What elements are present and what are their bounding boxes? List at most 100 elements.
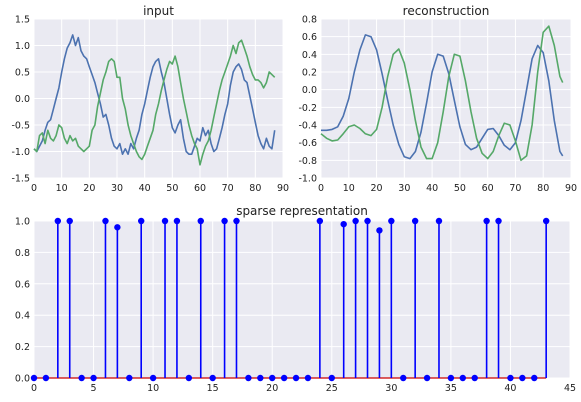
stem-marker [447, 374, 455, 382]
stem-marker [149, 374, 157, 382]
x-tick-label: 60 [194, 183, 206, 194]
stem-marker [364, 217, 371, 225]
stem-marker [495, 217, 502, 225]
tick-labels-sparse: 0 5 10 15 20 25 30 35 40 45 0.0 0.2 0.4 0.6 0.8 1.0 [15, 217, 576, 395]
x-tick-label: 90 [277, 183, 289, 194]
y-tick-label: -0.6 [298, 138, 317, 149]
series-line-2 [320, 25, 564, 162]
y-tick-label: 1.0 [15, 41, 30, 52]
y-tick-label: 0.6 [15, 279, 30, 290]
chart-title-sparse: sparse representation [236, 204, 368, 218]
x-tick-label: 5 [91, 383, 97, 394]
stem-marker [340, 220, 347, 228]
stem-marker [435, 217, 443, 225]
y-tick-label: 0.0 [302, 85, 317, 96]
x-tick-label: 50 [166, 183, 178, 194]
stem-marker [376, 227, 383, 234]
stem-marker [257, 374, 264, 382]
y-tick-label: 1.5 [15, 15, 30, 26]
x-tick-label: 60 [482, 183, 494, 194]
stem-marker [483, 217, 490, 225]
stem-marker [328, 374, 335, 382]
y-tick-label: 0.8 [15, 248, 30, 259]
stem-marker [304, 374, 312, 382]
stem-marker [78, 374, 85, 382]
y-tick-label: -0.4 [298, 121, 317, 132]
stem-marker [30, 374, 38, 382]
y-tick-label: -1.5 [11, 174, 30, 185]
x-tick-label: 10 [343, 183, 355, 194]
stem-marker [138, 217, 145, 225]
stem-marker [400, 374, 407, 382]
x-tick-label: 45 [564, 383, 576, 394]
stem-marker [245, 374, 252, 382]
x-tick-label: 0 [31, 183, 37, 194]
y-tick-label: 0.2 [15, 342, 30, 353]
stem-marker [173, 217, 181, 225]
y-tick-label: -0.8 [298, 156, 317, 167]
x-tick-label: 80 [249, 183, 261, 194]
x-tick-label: 35 [445, 383, 457, 394]
y-tick-label: -1.0 [11, 147, 30, 158]
x-tick-label: 30 [385, 383, 397, 394]
stem-marker [292, 374, 300, 382]
stem-marker [197, 217, 204, 225]
x-tick-label: 15 [207, 383, 219, 394]
plot-area-sparse [34, 221, 570, 378]
y-tick-label: 0.0 [15, 374, 30, 385]
stem-marker [126, 374, 133, 382]
x-tick-label: 10 [147, 383, 159, 394]
stem-marker [54, 217, 62, 225]
chart-input: 0 10 20 30 40 50 60 70 80 90 -1.5 -1.0 -0.5 0.0 0.5 1.0… [11, 4, 289, 194]
stem-marker [185, 374, 193, 382]
stem-marker [221, 217, 228, 225]
chart-sparse-representation: 0 5 10 15 20 25 30 35 40 45 0.0 0.2 0.4 0.6 0.8 1.0 spa… [15, 204, 576, 394]
y-tick-label: 0.4 [302, 50, 317, 61]
y-tick-label: 0.4 [15, 311, 30, 322]
stem-marker [423, 374, 431, 382]
x-tick-label: 40 [139, 183, 151, 194]
stem-marker [388, 217, 395, 225]
stem-marker [269, 374, 276, 382]
x-tick-label: 50 [454, 183, 466, 194]
x-tick-label: 70 [509, 183, 521, 194]
stem-marker [161, 217, 169, 225]
stem-marker [507, 374, 514, 382]
x-tick-label: 30 [398, 183, 410, 194]
series-line-1 [33, 34, 276, 155]
stem-marker [102, 217, 109, 225]
stem-marker [471, 374, 478, 382]
x-tick-label: 0 [318, 183, 324, 194]
y-tick-label: -0.5 [11, 121, 30, 132]
series-lines-reconstruction [320, 25, 564, 162]
y-tick-label: 1.0 [15, 217, 30, 228]
chart-title-reconstruction: reconstruction [403, 4, 490, 18]
stem-marker [531, 374, 538, 382]
chart-title-input: input [143, 4, 174, 18]
stem-marker [209, 374, 216, 382]
stem-marker [66, 217, 73, 225]
stem-marker [316, 217, 324, 225]
x-tick-label: 40 [426, 183, 438, 194]
stems-sparse [30, 217, 550, 382]
stem-marker [459, 374, 466, 382]
y-tick-label: -0.2 [298, 103, 317, 114]
x-tick-label: 20 [83, 183, 95, 194]
series-line-1 [321, 34, 564, 160]
y-tick-label: 0.2 [302, 68, 317, 79]
y-tick-label: -1.0 [298, 174, 317, 185]
stem-marker [352, 217, 359, 225]
series-line-2 [33, 39, 276, 166]
stem-marker [411, 217, 419, 225]
x-tick-label: 40 [504, 383, 516, 394]
stem-marker [42, 374, 50, 382]
gridlines-reconstruction [320, 18, 572, 179]
series-lines-input [33, 34, 276, 166]
stem-marker [114, 224, 121, 231]
x-tick-label: 25 [326, 383, 338, 394]
x-tick-label: 80 [537, 183, 549, 194]
chart-reconstruction: 0 10 20 30 40 50 60 70 80 90 -1.0 -0.8 -0.6 -0.4 -0.2 0… [298, 4, 577, 194]
y-tick-label: 0.6 [302, 32, 317, 43]
x-tick-label: 30 [111, 183, 123, 194]
